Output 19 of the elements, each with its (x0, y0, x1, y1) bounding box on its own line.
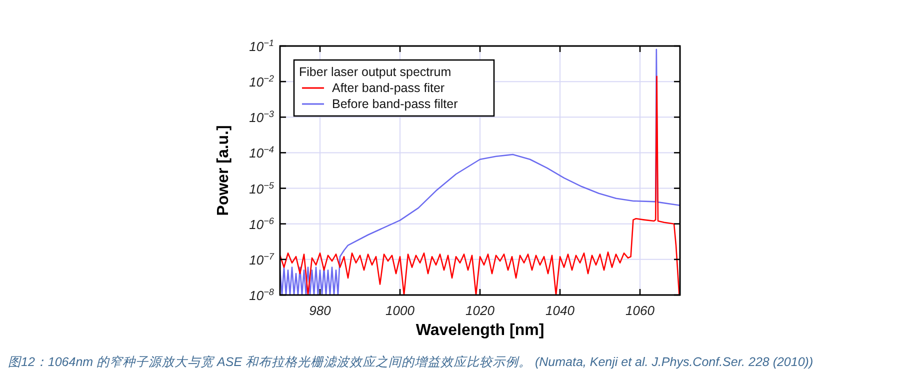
y-tick-label: 10$^{−5}$ (249, 180, 275, 196)
x-tick-label: 1020 (466, 303, 496, 318)
x-tick-label: 1000 (386, 303, 416, 318)
x-tick-label: 980 (309, 303, 332, 318)
x-axis-title: Wavelength [nm] (416, 322, 544, 339)
y-tick-label: 10$^{−6}$ (249, 216, 275, 232)
y-tick-label: 10$^{−7}$ (249, 251, 275, 268)
y-tick-label: 10$^{−3}$ (249, 109, 274, 126)
x-tick-label: 1060 (626, 303, 656, 318)
x-tick-label: 1040 (546, 303, 576, 318)
legend-label: After band-pass fiter (332, 81, 445, 95)
caption: 图12：1064nm 的窄种子源放大与宽 ASE 和布拉格光栅滤波效应之间的增益效应比较示例。 (Numata, Kenji et al. J.Phys.Conf.Ser. 228 (2010)) (8, 355, 814, 369)
y-tick-label: 10$^{−1}$ (249, 38, 274, 54)
y-tick-label: 10$^{−2}$ (249, 74, 274, 90)
y-axis-title: Power [a.u.] (215, 125, 232, 216)
y-tick-label: 10$^{−8}$ (249, 287, 274, 303)
legend-label: Before band-pass filter (332, 97, 458, 111)
y-tick-label: 10$^{−4}$ (249, 144, 274, 161)
legend-title: Fiber laser output spectrum (299, 65, 452, 79)
